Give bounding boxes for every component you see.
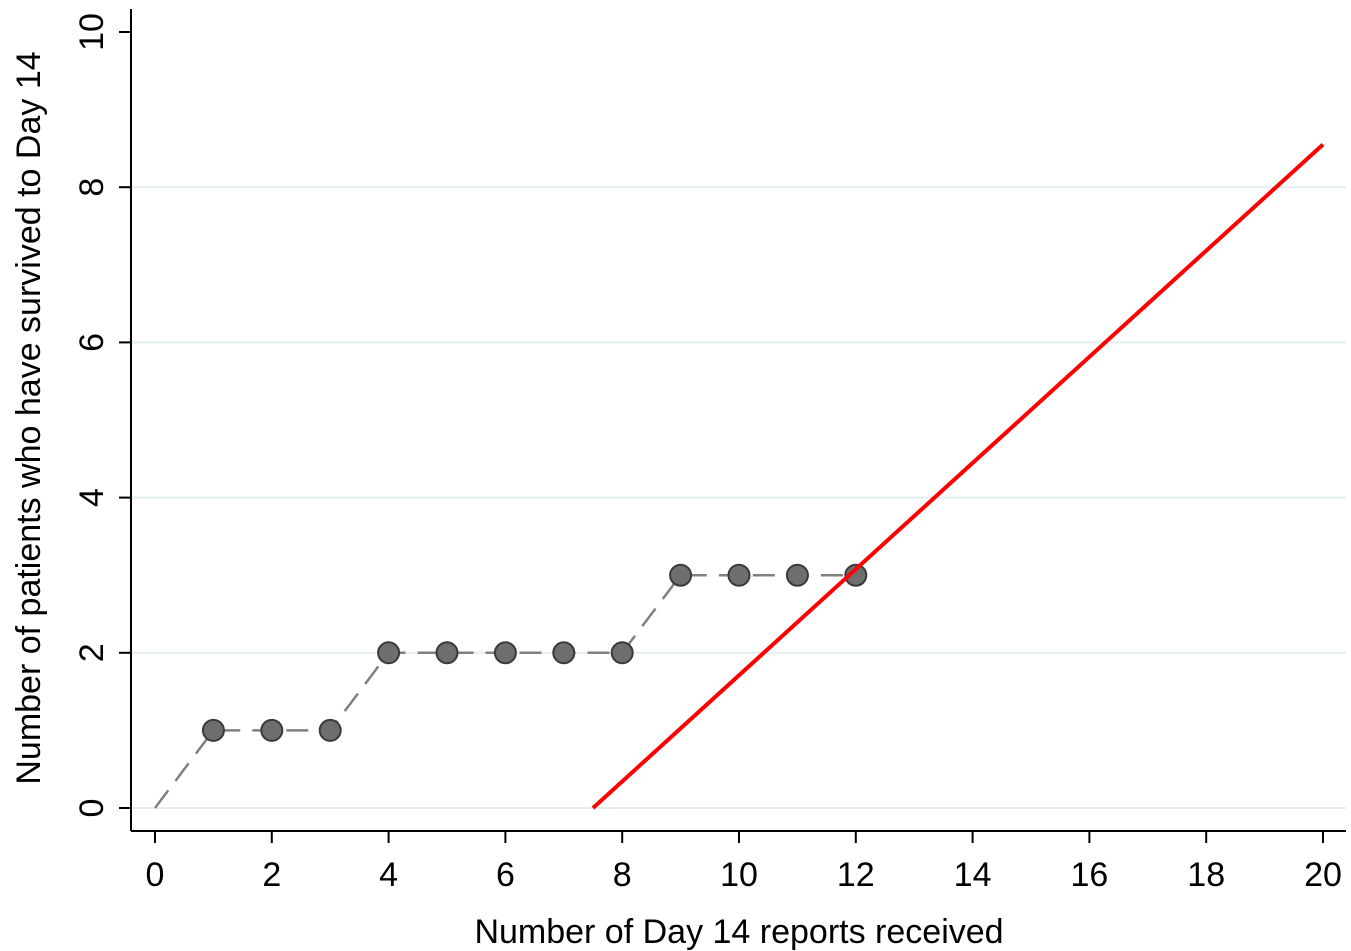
series-0-line [154,573,856,809]
series-0-point-8 [610,641,634,665]
x-tick-label-18: 18 [1187,856,1225,894]
series-0-point-9 [669,563,693,587]
series-1-line [591,143,1325,810]
series-0-point-5 [435,641,459,665]
y-tick-label-4: 4 [73,488,111,507]
x-tick-label-4: 4 [379,856,398,894]
x-tick-label-8: 8 [613,856,632,894]
series-layer [154,143,1325,810]
series-0-point-1 [201,718,225,742]
x-tick-label-10: 10 [720,856,758,894]
x-tick-label-20: 20 [1304,856,1342,894]
axes-layer [130,9,1346,832]
series-0-point-2 [260,718,284,742]
x-tick-label-6: 6 [496,856,515,894]
series-0-point-10 [727,563,751,587]
series-0-point-7 [552,641,576,665]
y-tick-label-6: 6 [73,333,111,352]
x-tick-label-12: 12 [837,856,875,894]
x-tick-label-14: 14 [954,856,992,894]
grid-layer [131,186,1346,809]
series-0-point-6 [493,641,517,665]
series-0-point-4 [377,641,401,665]
x-tick-label-2: 2 [262,856,281,894]
ticks-layer: 0 2 4 6 8 10 0 2 4 6 8 10 12 14 16 18 20 [73,13,1342,894]
series-0-point-12 [844,563,868,587]
series-0-point-11 [785,563,809,587]
x-tick-label-0: 0 [146,856,165,894]
y-axis-label: Number of patients who have survived to … [10,51,48,784]
y-tick-label-2: 2 [73,643,111,662]
y-tick-label-10: 10 [73,13,111,51]
y-tick-label-8: 8 [73,178,111,197]
y-tick-label-0: 0 [73,799,111,818]
series-0-point-3 [318,718,342,742]
x-axis-label: Number of Day 14 reports received [474,913,1003,951]
x-tick-label-16: 16 [1070,856,1108,894]
